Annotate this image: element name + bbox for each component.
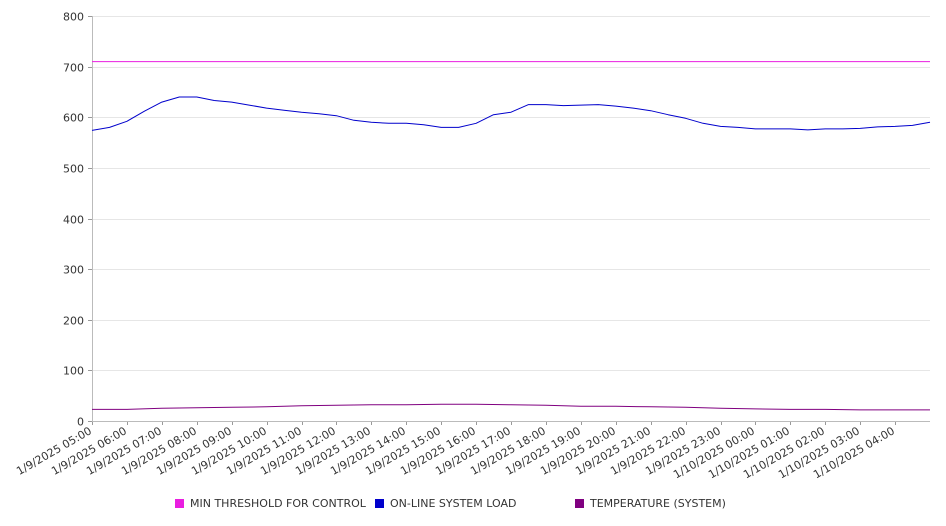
- legend-item-system-load[interactable]: ON-LINE SYSTEM LOAD: [375, 497, 516, 510]
- gridlines: [92, 16, 930, 371]
- legend-label-temperature: TEMPERATURE (SYSTEM): [590, 497, 726, 510]
- legend-item-threshold[interactable]: MIN THRESHOLD FOR CONTROL: [175, 497, 366, 510]
- line-chart: 0 100 200 300 400 500 600 700 800 1/9/2025 05:00…: [14, 11, 931, 481]
- y-tick-label-3: 300: [63, 264, 84, 277]
- y-tick-label-8: 800: [63, 11, 84, 24]
- x-axis-ticks: 1/9/2025 05:001/9/2025 06:001/9/2025 07:…: [14, 421, 897, 481]
- y-tick-label-7: 700: [63, 62, 84, 75]
- legend-swatch-system-load: [375, 499, 384, 508]
- series-lines: [91, 61, 931, 411]
- legend-item-temperature[interactable]: TEMPERATURE (SYSTEM): [575, 497, 726, 510]
- y-tick-label-5: 500: [63, 163, 84, 176]
- axes: [92, 16, 930, 422]
- legend-label-system-load: ON-LINE SYSTEM LOAD: [390, 497, 517, 510]
- series-line-system-load: [91, 96, 931, 131]
- series-line-temperature: [92, 403, 930, 411]
- y-tick-label-4: 400: [63, 214, 84, 227]
- legend-swatch-temperature: [575, 499, 584, 508]
- legend-swatch-threshold: [175, 499, 184, 508]
- y-tick-label-1: 100: [63, 365, 84, 378]
- y-tick-label-6: 600: [63, 112, 84, 125]
- chart-legend: MIN THRESHOLD FOR CONTROL ON-LINE SYSTEM…: [0, 497, 946, 517]
- y-axis-ticks: 0 100 200 300 400 500 600 700 800: [63, 11, 92, 429]
- chart-area: 0 100 200 300 400 500 600 700 800 1/9/2025 05:00…: [14, 11, 931, 481]
- y-tick-label-2: 200: [63, 315, 84, 328]
- legend-label-threshold: MIN THRESHOLD FOR CONTROL: [190, 497, 366, 510]
- y-tick-label-0: 0: [77, 416, 84, 429]
